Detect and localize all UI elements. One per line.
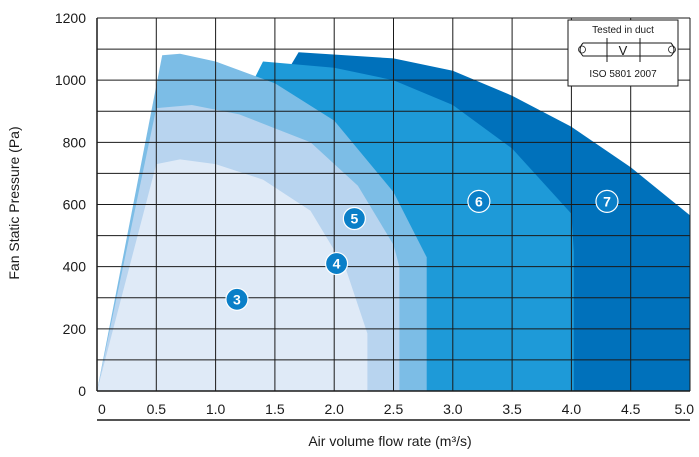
x-tick-label: 3.5 — [502, 401, 522, 417]
badge-circle — [342, 206, 366, 231]
x-tick-label: 0.5 — [147, 401, 167, 417]
y-tick-label: 600 — [63, 197, 87, 213]
x-tick-label: 1.0 — [206, 401, 226, 417]
x-tick-label: 1.5 — [265, 401, 285, 417]
badge-label: 4 — [333, 256, 341, 272]
y-tick-label: 1200 — [55, 10, 86, 26]
inset-box — [567, 19, 679, 87]
x-tick-label: 0 — [98, 401, 106, 417]
area-series-3 — [97, 159, 368, 391]
x-tick-label: 2.5 — [384, 401, 404, 417]
x-tick-label: 3.0 — [443, 401, 463, 417]
y-tick-label: 1000 — [55, 72, 86, 88]
inset-standard: ISO 5801 2007 — [589, 69, 657, 80]
y-axis-title: Fan Static Pressure (Pa) — [6, 126, 22, 279]
y-tick-label: 0 — [78, 383, 86, 399]
duct-bottom-line — [579, 42, 671, 57]
duct-outlet-icon — [668, 45, 676, 54]
duct-inlet-icon — [578, 45, 586, 54]
x-axis-title: Air volume flow rate (m³/s) — [308, 433, 471, 449]
series-badge-7: 7 — [595, 189, 619, 213]
inset-title: Tested in duct — [592, 25, 654, 36]
badge-label: 6 — [475, 193, 483, 209]
badge-label: 7 — [603, 193, 611, 209]
series-badge-6: 6 — [467, 189, 491, 213]
y-tick-label: 200 — [63, 321, 87, 337]
badge-circle — [595, 189, 619, 213]
x-tick-label: 4.5 — [621, 401, 641, 417]
series-badge-4: 4 — [324, 251, 349, 276]
badge-circle — [467, 189, 491, 213]
duct-test-inset: Tested in duct V ISO 5801 2007 — [567, 19, 679, 87]
x-tick-label: 2.0 — [324, 401, 344, 417]
fan-symbol: V — [619, 43, 628, 58]
x-tick-label: 5.0 — [675, 401, 695, 417]
badge-label: 5 — [350, 210, 358, 226]
badge-circle — [324, 251, 349, 276]
x-tick-labels: 0 0.5 1.0 1.5 2.0 2.5 3.0 3.5 4.0 4.5 5.0 — [98, 401, 694, 417]
y-tick-label: 400 — [63, 259, 87, 275]
series-badge-5: 5 — [342, 206, 366, 231]
duct-top-line — [583, 42, 675, 57]
badge-circle — [225, 287, 249, 311]
x-tick-label: 4.0 — [562, 401, 582, 417]
series-badge-3: 3 — [225, 287, 249, 311]
badge-label: 3 — [233, 291, 241, 307]
series-badges: 3 4 5 6 7 — [225, 189, 619, 311]
y-tick-labels: 0 200 400 600 800 1000 1200 — [55, 10, 86, 399]
y-tick-label: 800 — [63, 134, 87, 150]
axes — [96, 18, 690, 421]
